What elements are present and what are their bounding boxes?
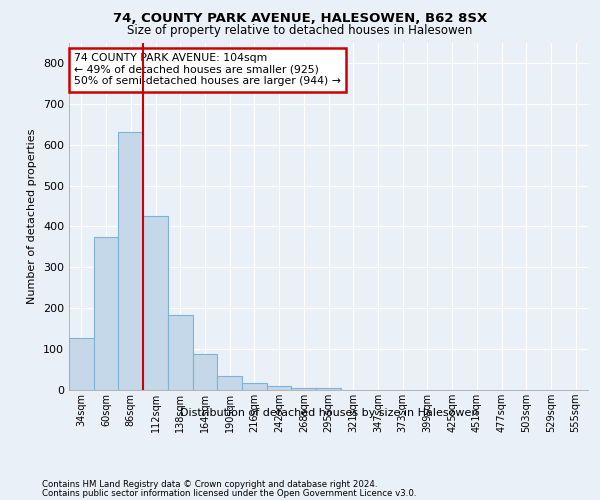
Text: Contains HM Land Registry data © Crown copyright and database right 2024.: Contains HM Land Registry data © Crown c…	[42, 480, 377, 489]
Bar	[168, 315, 193, 390]
Bar	[242, 382, 267, 390]
Bar	[69, 338, 94, 390]
Bar	[316, 388, 341, 390]
Bar	[118, 132, 143, 390]
Bar	[217, 376, 242, 390]
Text: Size of property relative to detached houses in Halesowen: Size of property relative to detached ho…	[127, 24, 473, 37]
Bar	[143, 216, 168, 390]
Text: Distribution of detached houses by size in Halesowen: Distribution of detached houses by size …	[179, 408, 478, 418]
Bar	[94, 236, 118, 390]
Bar	[193, 354, 217, 390]
Text: 74, COUNTY PARK AVENUE, HALESOWEN, B62 8SX: 74, COUNTY PARK AVENUE, HALESOWEN, B62 8…	[113, 12, 487, 26]
Text: Contains public sector information licensed under the Open Government Licence v3: Contains public sector information licen…	[42, 488, 416, 498]
Bar	[267, 386, 292, 390]
Y-axis label: Number of detached properties: Number of detached properties	[28, 128, 37, 304]
Bar	[292, 388, 316, 390]
Text: 74 COUNTY PARK AVENUE: 104sqm
← 49% of detached houses are smaller (925)
50% of : 74 COUNTY PARK AVENUE: 104sqm ← 49% of d…	[74, 53, 341, 86]
